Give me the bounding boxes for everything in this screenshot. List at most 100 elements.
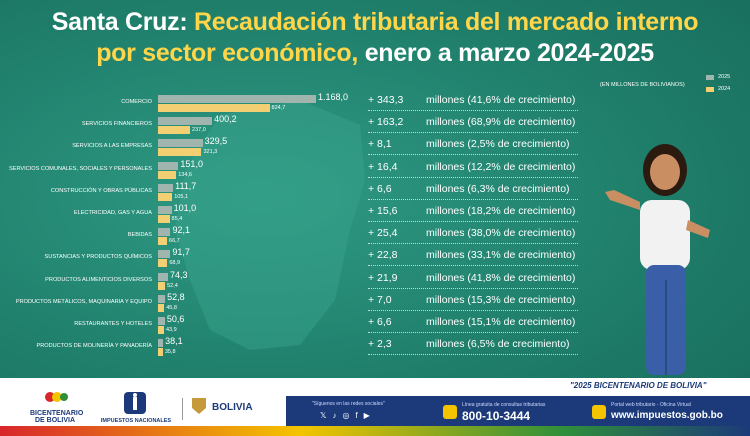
- growth-text: + 16,4 millones (12,2% de crecimiento): [368, 161, 575, 173]
- youtube-icon[interactable]: ▶: [363, 411, 370, 420]
- value-label-2024: 66,7: [169, 238, 180, 245]
- value-label-2025: 111,7: [175, 180, 197, 191]
- growth-description: millones (15,1% de crecimiento): [426, 316, 576, 328]
- bar-2025: [158, 161, 179, 170]
- phone-number[interactable]: 800-10-3444: [462, 409, 531, 423]
- bar-2025: [158, 95, 316, 103]
- value-label-2024: 43,9: [165, 327, 177, 333]
- x-icon[interactable]: 𝕏: [320, 411, 327, 420]
- chart-title-line-2: por sector económico, enero a marzo 2024…: [0, 38, 750, 68]
- bar-2025: [158, 117, 213, 126]
- value-label-2025: 38,1: [165, 336, 183, 347]
- value-label-2024: 237,0: [192, 127, 206, 134]
- bar-2025: [158, 250, 171, 259]
- bar-2024: [158, 104, 270, 112]
- web-icon: [592, 405, 606, 419]
- chart-title-line-1: Santa Cruz: Recaudación tributaria del m…: [0, 7, 750, 37]
- growth-text: + 8,1 millones (2,5% de crecimiento): [368, 138, 570, 150]
- footer-flag-stripe: [0, 426, 750, 436]
- row-separator: [368, 287, 578, 289]
- bar-2025: [158, 139, 203, 148]
- value-label-2025: 1.168,0: [318, 92, 349, 102]
- row-separator: [368, 354, 578, 356]
- category-label: PRODUCTOS METÁLICOS, MAQUINARIA Y EQUIPO: [15, 298, 152, 305]
- growth-description: millones (6,5% de crecimiento): [426, 338, 570, 351]
- estado-logo-text: BOLIVIA: [212, 402, 253, 413]
- category-label: BEBIDAS: [127, 232, 152, 239]
- growth-description: millones (2,5% de crecimiento): [426, 138, 570, 151]
- value-label-2025: 52,8: [167, 291, 185, 302]
- growth-text: + 163,2 millones (68,9% de crecimiento): [368, 116, 575, 128]
- bar-2025: [158, 317, 165, 325]
- value-label-2024: 52,4: [167, 282, 178, 289]
- value-label-2025: 151,0: [180, 158, 203, 169]
- website-link[interactable]: www.impuestos.gob.bo: [611, 410, 723, 421]
- growth-description: millones (41,8% de crecimiento): [426, 271, 576, 284]
- row-separator: [368, 243, 578, 245]
- title-yellow-part-2: por sector económico,: [96, 39, 359, 67]
- bicentenario-logo: BICENTENARIO DE BOLIVIA: [30, 410, 84, 424]
- logo-divider: [182, 398, 183, 420]
- growth-description: millones (12,2% de crecimiento): [426, 160, 576, 173]
- row-separator: [368, 309, 578, 311]
- instagram-icon[interactable]: ◎: [342, 411, 350, 420]
- bar-2024: [158, 348, 163, 357]
- growth-text: + 6,6 millones (6,3% de crecimiento): [368, 183, 570, 195]
- value-label-2024: 85,4: [171, 216, 183, 222]
- growth-text: + 25,4 millones (38,0% de crecimiento): [368, 227, 575, 239]
- category-label: RESTAURANTES Y HOTELES: [74, 321, 152, 327]
- growth-text: + 343,3 millones (41,6% de crecimiento): [368, 94, 575, 106]
- bar-2024: [158, 192, 173, 201]
- value-label-2025: 74,3: [170, 269, 188, 280]
- tiktok-icon[interactable]: ♪: [332, 411, 337, 420]
- growth-diff: + 7,0: [368, 293, 392, 306]
- bar-2024: [158, 259, 168, 268]
- value-label-2025: 50,6: [166, 314, 185, 324]
- row-separator: [368, 110, 578, 111]
- growth-description: millones (18,2% de crecimiento): [426, 205, 576, 217]
- value-label-2025: 91,7: [172, 247, 190, 258]
- growth-text: + 7,0 millones (15,3% de crecimiento): [368, 294, 575, 306]
- title-white-part-2: enero a marzo 2024-2025: [364, 39, 654, 67]
- bar-2024: [158, 126, 191, 135]
- facebook-icon[interactable]: f: [355, 411, 358, 420]
- row-separator: [368, 221, 578, 222]
- title-white-part: Santa Cruz:: [51, 8, 188, 36]
- row-separator: [368, 132, 578, 134]
- category-label: ELECTRICIDAD, GAS Y AGUA: [73, 210, 152, 216]
- growth-diff: + 163,2: [368, 116, 404, 129]
- growth-description: millones (41,6% de crecimiento): [426, 94, 576, 106]
- category-label: SERVICIOS COMUNALES, SOCIALES Y PERSONAL…: [8, 165, 152, 172]
- bar-2024: [158, 170, 177, 179]
- bar-2025: [158, 294, 166, 303]
- growth-description: millones (33,1% de crecimiento): [426, 249, 576, 262]
- legend-swatch-2024: [706, 86, 714, 92]
- social-icons: 𝕏 ♪ ◎ f ▶: [320, 411, 370, 420]
- bar-2024: [158, 215, 170, 223]
- estado-shield-icon: [192, 398, 206, 414]
- growth-diff: + 21,9: [368, 271, 398, 284]
- spokesperson-image: [605, 144, 710, 375]
- bar-2025: [158, 339, 164, 348]
- growth-diff: + 8,1: [368, 138, 392, 151]
- growth-diff: + 6,6: [368, 182, 392, 195]
- legend-item-2024: 2024: [706, 86, 730, 92]
- bar-2024: [158, 148, 202, 157]
- category-label: SERVICIOS A LAS EMPRESAS: [72, 143, 152, 150]
- growth-text: + 15,6 millones (18,2% de crecimiento): [368, 205, 575, 217]
- growth-description: millones (6,3% de crecimiento): [426, 182, 570, 195]
- growth-diff: + 22,8: [368, 249, 398, 262]
- bar-2024: [158, 326, 164, 334]
- impuestos-logo-icon: [124, 392, 146, 414]
- category-label: COMERCIO: [121, 99, 152, 105]
- bar-2024: [158, 237, 168, 246]
- row-separator: [368, 332, 578, 333]
- social-media-text: "Síguenos en las redes sociales": [312, 401, 385, 407]
- phone-icon: [443, 405, 457, 419]
- growth-description: millones (68,9% de crecimiento): [426, 116, 576, 129]
- bar-2024: [158, 281, 166, 290]
- legend-swatch-2025: [706, 74, 714, 80]
- bar-2025: [158, 183, 174, 192]
- growth-text: + 6,6 millones (15,1% de crecimiento): [368, 316, 575, 328]
